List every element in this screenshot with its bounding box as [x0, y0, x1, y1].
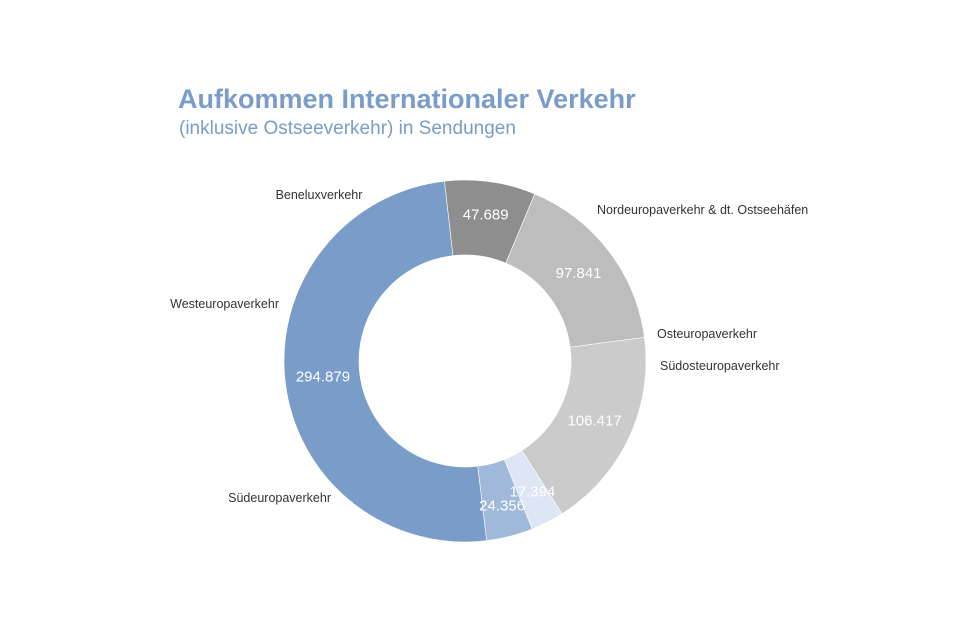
category-labels: Nordeuropaverkehr & dt. Ostseehäfen Osteu… [170, 188, 808, 505]
category-label-suedeuropaverkehr: Südeuropaverkehr [228, 491, 331, 505]
donut-slices [283, 179, 647, 543]
category-label-suedosteuropaverkehr: Südosteuropaverkehr [660, 359, 780, 373]
value-label-nordeuropaverkehr-dt-ostseehaefen: 106.417 [567, 413, 621, 430]
value-label-suedosteuropaverkehr: 24.356 [479, 497, 525, 514]
category-label-nordeuropaverkehr-dt-ostseehaefen: Nordeuropaverkehr & dt. Ostseehäfen [597, 203, 808, 217]
value-label-westeuropaverkehr: 47.689 [463, 206, 509, 223]
chart-subtitle: (inklusive Ostseeverkehr) in Sendungen [179, 118, 516, 139]
chart-title: Aufkommen Internationaler Verkehr [178, 84, 636, 114]
value-label-beneluxverkehr: 97.841 [556, 265, 602, 282]
slice-beneluxverkehr [505, 193, 645, 348]
category-label-beneluxverkehr: Beneluxverkehr [276, 188, 363, 202]
category-label-osteuropaverkehr: Osteuropaverkehr [657, 327, 757, 341]
value-label-osteuropaverkehr: 17.394 [509, 484, 555, 501]
slice-suedeuropaverkehr [283, 180, 487, 543]
category-label-westeuropaverkehr: Westeuropaverkehr [170, 297, 279, 311]
value-label-suedeuropaverkehr: 294.879 [296, 369, 350, 386]
